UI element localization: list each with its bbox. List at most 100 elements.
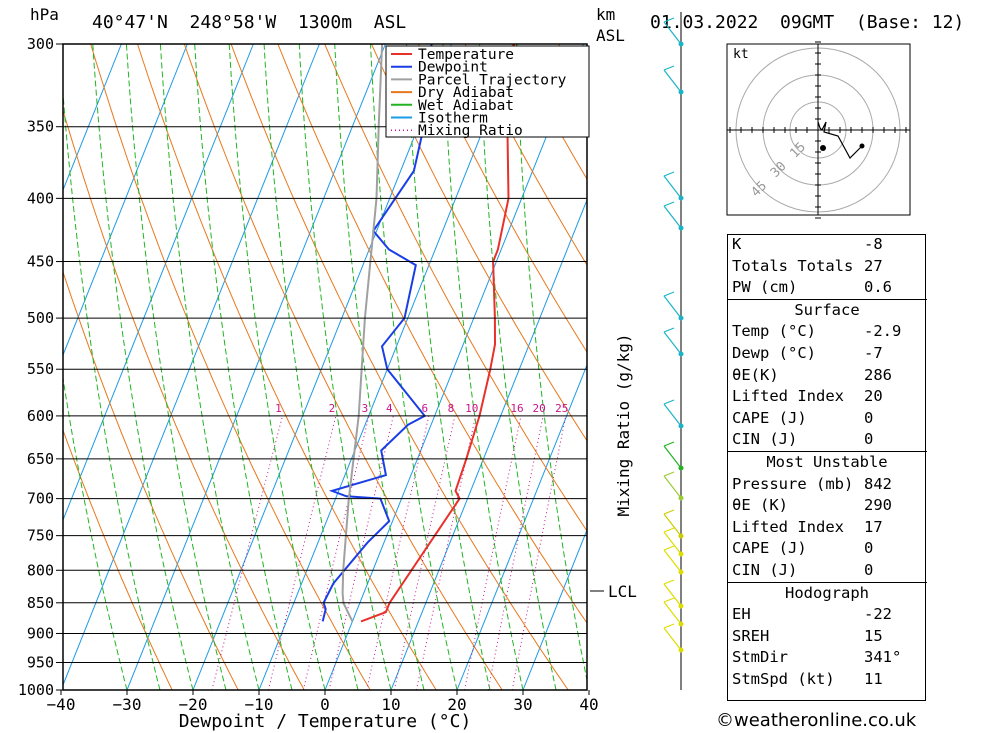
wet-adiabat-line (63, 87, 161, 690)
hodograph-unit: kt (733, 47, 749, 62)
surface-temp-row: Temp (°C) -2.9 (732, 322, 902, 341)
y-tick-label: 550 (27, 360, 54, 378)
mixing-ratio-label: 1 (275, 402, 282, 415)
legend-label: Wet Adiabat (418, 98, 514, 114)
index-row-k: K -8 (732, 235, 883, 253)
mu-pressure-row: Pressure (mb) 842 (732, 474, 892, 493)
mu-cin-row: CIN (J) 0 (732, 560, 874, 579)
wind-barb (663, 21, 682, 45)
isotherm-line (63, 44, 254, 522)
legend-label: Isotherm (418, 111, 488, 127)
wet-adiabat-line (125, 44, 227, 690)
legend-label: Dewpoint (418, 60, 488, 76)
legend-label: Mixing Ratio (418, 123, 523, 139)
dry-adiabat-line (137, 44, 437, 690)
dry-adiabat-line (980, 44, 1000, 690)
wind-barb-flag (663, 623, 675, 629)
legend-label: Temperature (418, 47, 514, 63)
wet-adiabat-line (263, 44, 359, 690)
wind-barb-flag (663, 201, 675, 207)
x-tick-label: 40 (579, 695, 598, 714)
series-dewpoint (321, 44, 433, 622)
wind-barb-flag (663, 399, 675, 405)
mixing-ratio-label: 16 (510, 402, 523, 415)
mixing-ratio-label: 8 (448, 402, 455, 415)
y-tick-label: 300 (27, 35, 54, 53)
y-tick-label: 450 (27, 253, 54, 271)
mixing-ratio-line (267, 415, 337, 690)
credit-footer[interactable]: ©weatheronline.co.uk (716, 710, 917, 731)
y-tick-label: 650 (27, 450, 54, 468)
dry-adiabat-line (324, 44, 587, 532)
wet-adiabat-line (442, 44, 524, 690)
isotherm-line (63, 44, 122, 192)
x-tick-label: 10 (381, 695, 400, 714)
dry-adiabat-line (63, 428, 173, 690)
x-axis-label: Dewpoint / Temperature (°C) (179, 711, 472, 732)
wind-barb (663, 331, 682, 355)
stmdir-row: StmDir 341° (732, 648, 902, 667)
legend-label: Dry Adiabat (418, 85, 514, 101)
x-tick-label: −30 (113, 695, 142, 714)
x-tick-label: 0 (320, 695, 330, 714)
isotherm-line (63, 44, 188, 357)
height-unit: km (596, 5, 615, 24)
wind-barb (663, 475, 682, 499)
lcl-label: LCL (608, 582, 637, 601)
dry-adiabat-line (933, 44, 1000, 690)
wet-adiabat-line (194, 44, 293, 690)
location-title: 40°47'N 248°58'W 1300m ASL (92, 12, 406, 33)
mu-li-row: Lifted Index 17 (732, 517, 883, 536)
index-row-pw: PW (cm) 0.6 (732, 278, 892, 297)
surface-cin-row: CIN (J) 0 (732, 430, 874, 449)
wet-adiabat-line (228, 44, 326, 690)
isotherm-line (258, 44, 518, 690)
mixing-ratio-line (366, 415, 430, 690)
wind-barb-flag (663, 471, 675, 477)
wind-barb (663, 445, 682, 469)
y-tick-label: 950 (27, 653, 54, 671)
surface-cape-row: CAPE (J) 0 (732, 408, 874, 427)
wet-adiabat-line (370, 44, 458, 690)
mu-theta-row: θE (K) 290 (732, 496, 892, 515)
surface-theta-row: θE(K) 286 (732, 365, 892, 384)
mixing-ratio-label: 3 (362, 402, 369, 415)
wind-barb-flag (663, 545, 675, 551)
wind-barb (663, 295, 682, 319)
eh-row: EH -22 (732, 605, 892, 624)
surface-dewp-row: Dewp (°C) -7 (732, 343, 883, 362)
sreh-row: SREH 15 (732, 626, 883, 645)
mixing-ratio-label: 4 (386, 402, 393, 415)
x-tick-label: 20 (447, 695, 466, 714)
isotherm-line (126, 44, 386, 690)
hodograph-marker (859, 143, 865, 149)
mixing-ratio-label: 6 (422, 402, 429, 415)
height-unit-asl: ASL (596, 26, 625, 45)
isotherm-line (456, 363, 587, 690)
mixing-ratio-label: 20 (533, 402, 546, 415)
mixing-ratio-line (328, 415, 394, 690)
wet-adiabat-line (334, 44, 425, 690)
isotherm-line (522, 528, 587, 690)
wind-barb (663, 513, 682, 537)
wind-barb (663, 601, 682, 625)
legend-label: Parcel Trajectory (418, 72, 567, 88)
y-tick-label: 700 (27, 490, 54, 508)
y-tick-label: 600 (27, 407, 54, 425)
wind-barb (663, 549, 682, 573)
x-tick-label: −20 (179, 695, 208, 714)
wind-barb-flag (663, 579, 675, 585)
y-tick-label: 900 (27, 624, 54, 642)
wind-barb (663, 175, 682, 199)
wet-adiabat-line (298, 44, 392, 690)
wind-barb-flag (663, 17, 675, 23)
stmspd-row: StmSpd (kt) 11 (732, 669, 883, 688)
x-tick-label: 30 (513, 695, 532, 714)
wind-barb (663, 583, 682, 607)
dry-adiabat-line (371, 44, 587, 442)
wind-barb-flag (663, 441, 675, 447)
hodograph-header: Hodograph (727, 581, 927, 605)
indices-table: K -8 Totals Totals 27 PW (cm) 0.6 Surface T… (727, 234, 927, 690)
